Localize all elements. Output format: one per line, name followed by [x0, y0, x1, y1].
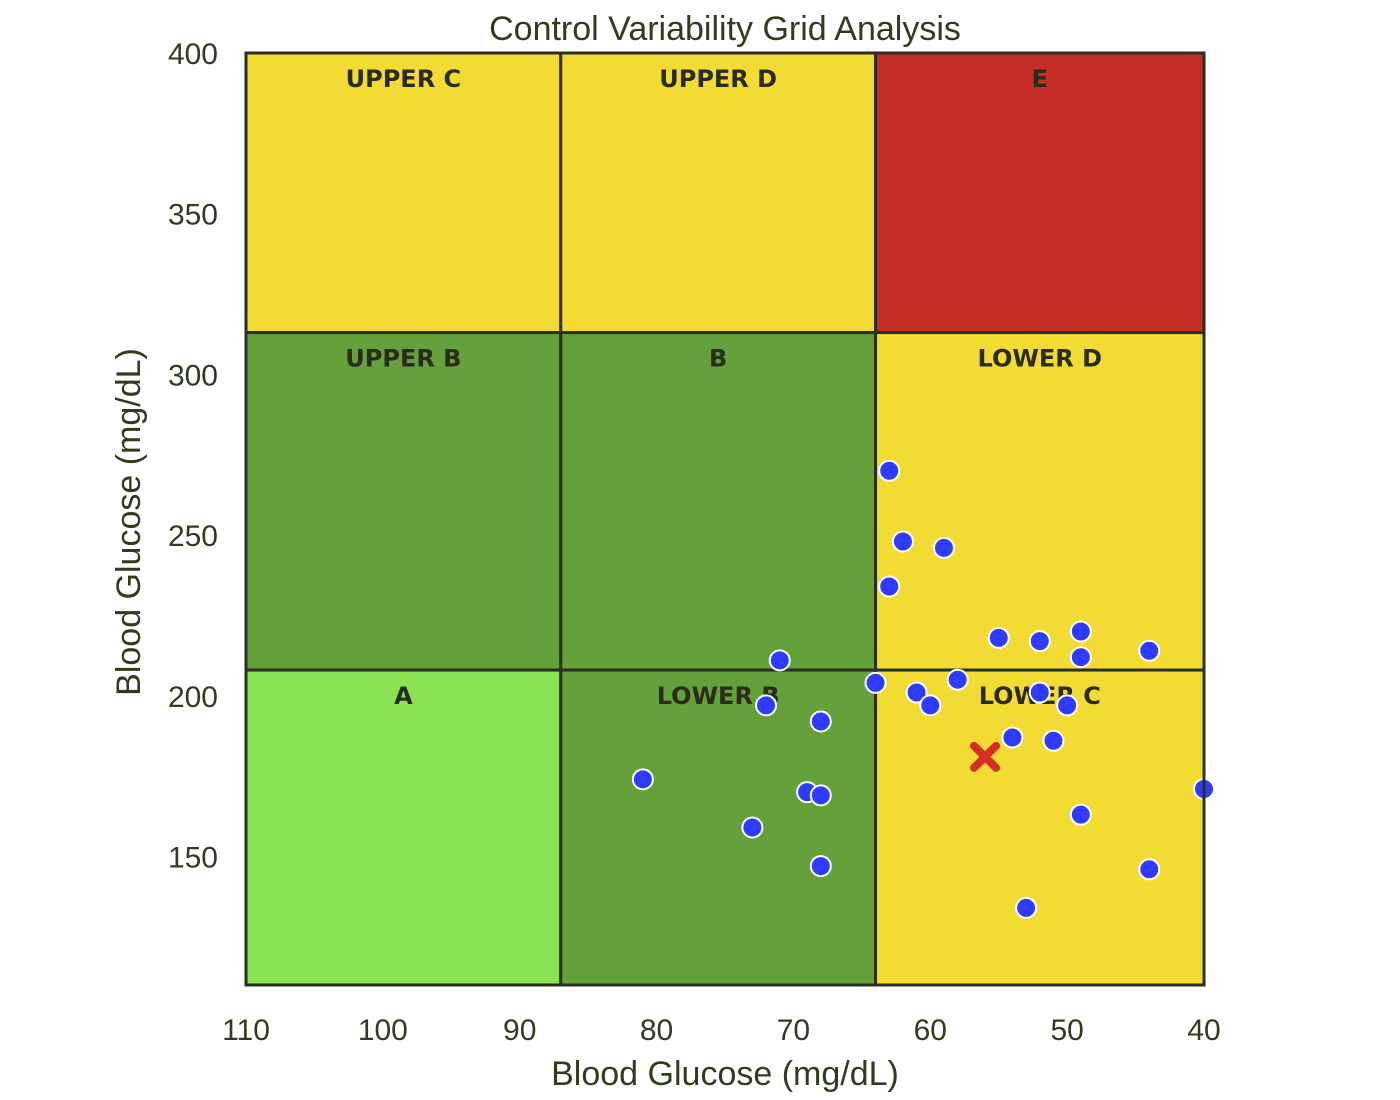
data-point	[1056, 694, 1079, 717]
x-tick-label: 80	[640, 1014, 673, 1047]
highlight-layer	[970, 741, 1001, 772]
zones-layer	[244, 51, 1206, 987]
data-point	[1042, 729, 1065, 752]
zone-label-b: B	[709, 345, 727, 373]
data-point	[809, 784, 832, 807]
points-layer	[631, 459, 1215, 919]
y-tick-label: 250	[168, 520, 218, 553]
zone-label-upper-b: UPPER B	[345, 345, 461, 373]
x-tick-label: 100	[358, 1014, 408, 1047]
data-point	[1069, 620, 1092, 643]
data-point	[755, 694, 778, 717]
zone-label-upper-c: UPPER C	[346, 65, 462, 93]
x-tick-label: 110	[222, 1014, 270, 1047]
data-point	[905, 681, 928, 704]
y-axis-label: Blood Glucose (mg/dL)	[110, 348, 148, 696]
data-point	[631, 768, 654, 791]
x-tick-label: 50	[1050, 1014, 1083, 1047]
y-tick-label: 150	[168, 841, 218, 874]
data-point	[1138, 858, 1161, 881]
x-tick-label: 90	[503, 1014, 536, 1047]
highlight-x-marker	[970, 741, 1001, 772]
zone-e	[874, 51, 1206, 335]
y-ticks-layer: 150 200 250 300 350 400	[168, 38, 218, 874]
data-point	[1028, 681, 1051, 704]
data-point	[864, 671, 887, 694]
y-tick-label: 400	[168, 38, 218, 71]
data-point	[809, 855, 832, 878]
data-point	[891, 530, 914, 553]
data-point	[768, 649, 791, 672]
data-point	[1069, 646, 1092, 669]
zone-upper-c	[244, 51, 563, 335]
data-point	[987, 626, 1010, 649]
data-point	[1138, 639, 1161, 662]
zone-label-e: E	[1032, 65, 1048, 93]
zone-label-lower-d: LOWER D	[978, 345, 1102, 373]
data-point	[741, 816, 764, 839]
zone-upper-d	[559, 51, 878, 335]
data-point	[932, 536, 955, 559]
zone-lower-c	[874, 668, 1206, 987]
y-tick-label: 200	[168, 681, 218, 714]
zone-upper-b	[244, 331, 563, 672]
chart-title: Control Variability Grid Analysis	[489, 10, 961, 48]
zone-lower-d	[874, 331, 1206, 672]
x-tick-label: 70	[777, 1014, 810, 1047]
data-point	[1028, 630, 1051, 653]
data-point	[878, 575, 901, 598]
y-tick-label: 350	[168, 199, 218, 232]
data-point	[946, 668, 969, 691]
data-point	[919, 694, 942, 717]
zone-label-a: A	[394, 682, 413, 710]
data-point	[1001, 726, 1024, 749]
zone-b	[559, 331, 878, 672]
zone-a	[244, 668, 563, 987]
x-tick-label: 60	[914, 1014, 947, 1047]
data-point	[809, 710, 832, 733]
x-tick-label: 40	[1187, 1014, 1220, 1047]
x-axis-label: Blood Glucose (mg/dL)	[551, 1055, 899, 1093]
data-point	[878, 459, 901, 482]
data-point	[1069, 803, 1092, 826]
y-tick-label: 300	[168, 359, 218, 392]
data-point	[1015, 896, 1038, 919]
x-ticks-layer: 110 100 90 80 70 60 50 40	[222, 1014, 1221, 1047]
plot-frame	[244, 51, 1206, 987]
zone-label-upper-d: UPPER D	[659, 65, 777, 93]
